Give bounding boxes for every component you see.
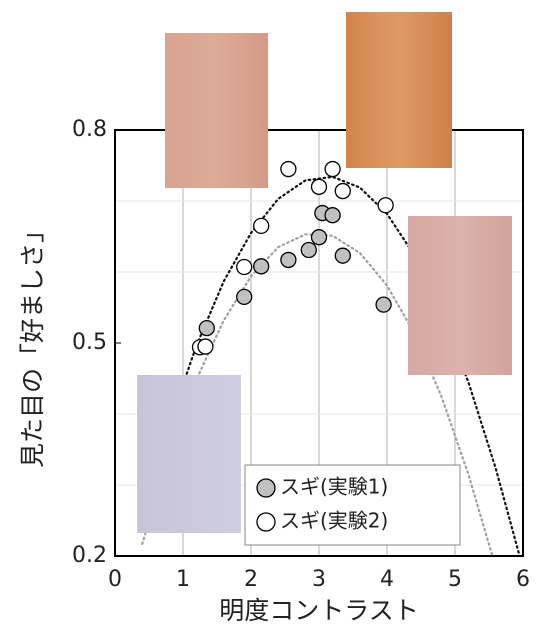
y-axis-label: 見た目の「好ましさ」 xyxy=(18,218,47,468)
x-tick-label: 5 xyxy=(448,567,462,592)
x-axis-label: 明度コントラスト xyxy=(219,596,419,625)
data-point xyxy=(254,259,269,274)
data-point xyxy=(281,162,296,177)
x-tick-label: 1 xyxy=(176,567,190,592)
data-point xyxy=(198,339,213,354)
legend-marker xyxy=(257,479,275,497)
legend-marker xyxy=(257,513,275,531)
data-point xyxy=(312,179,327,194)
data-point xyxy=(335,248,350,263)
wood-image xyxy=(346,12,452,168)
data-point xyxy=(325,208,340,223)
x-tick-label: 0 xyxy=(108,567,122,592)
data-point xyxy=(254,218,269,233)
data-point xyxy=(335,184,350,199)
legend: スギ(実験1) スギ(実験2) xyxy=(245,465,460,545)
x-tick-label: 2 xyxy=(244,567,258,592)
data-point xyxy=(237,289,252,304)
data-point xyxy=(378,198,393,213)
x-tick-label: 4 xyxy=(380,567,394,592)
legend-label: スギ(実験2) xyxy=(280,509,388,533)
wood-image xyxy=(137,375,241,533)
legend-label: スギ(実験1) xyxy=(280,475,388,499)
data-point xyxy=(237,260,252,275)
chart: スギ(実験1) スギ(実験2) 明度コントラスト 見た目の「好ましさ」 0 1 2 3 4… xyxy=(0,0,538,637)
x-tick-label: 3 xyxy=(312,567,326,592)
data-point xyxy=(312,230,327,245)
data-point xyxy=(281,252,296,267)
data-point xyxy=(301,242,316,257)
x-tick-label: 6 xyxy=(516,567,530,592)
data-point xyxy=(325,162,340,177)
y-tick-label: 0.2 xyxy=(72,543,107,568)
data-point xyxy=(199,321,214,336)
y-tick-label: 0.5 xyxy=(72,330,107,355)
y-tick-label: 0.8 xyxy=(72,117,107,142)
wood-image xyxy=(408,216,512,375)
wood-image xyxy=(165,33,268,188)
data-point xyxy=(376,297,391,312)
